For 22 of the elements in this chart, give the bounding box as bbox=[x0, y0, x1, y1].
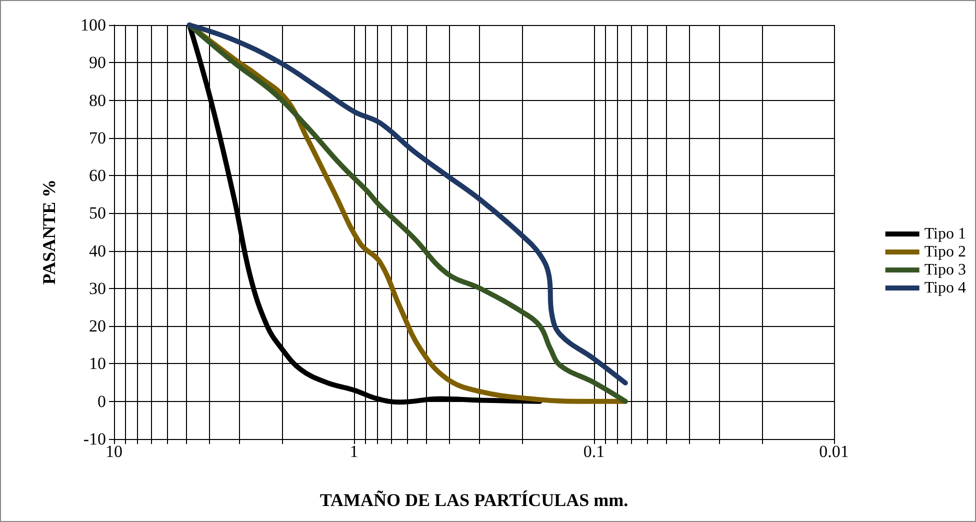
y-tick-label: 100 bbox=[80, 16, 106, 34]
y-tick-label: 30 bbox=[89, 278, 106, 298]
legend-label: Tipo 1 bbox=[924, 226, 966, 242]
y-tick-label: 50 bbox=[89, 204, 106, 223]
x-axis-title: TAMAÑO DE LAS PARTÍCULAS mm. bbox=[320, 490, 628, 510]
x-tick-label: 0.1 bbox=[583, 442, 605, 461]
x-tick-label: 1 bbox=[350, 442, 358, 461]
y-tick-label: 90 bbox=[89, 53, 106, 72]
y-tick-label: 10 bbox=[89, 354, 106, 374]
legend-label: Tipo 3 bbox=[924, 262, 966, 278]
y-tick-label: 20 bbox=[89, 316, 106, 336]
y-tick-label: 80 bbox=[89, 90, 106, 110]
x-tick-label: 0.01 bbox=[819, 442, 849, 461]
legend-label: Tipo 4 bbox=[924, 280, 966, 296]
legend-label: Tipo 2 bbox=[924, 244, 966, 260]
y-tick-label: 60 bbox=[89, 166, 106, 186]
y-axis-title: PASANTE % bbox=[39, 179, 59, 285]
y-tick-label: 40 bbox=[89, 241, 106, 260]
y-tick-label: 0 bbox=[98, 392, 106, 411]
x-tick-label: 10 bbox=[106, 442, 122, 461]
y-tick-label: 70 bbox=[89, 128, 106, 148]
y-tick-label: -10 bbox=[83, 430, 106, 448]
